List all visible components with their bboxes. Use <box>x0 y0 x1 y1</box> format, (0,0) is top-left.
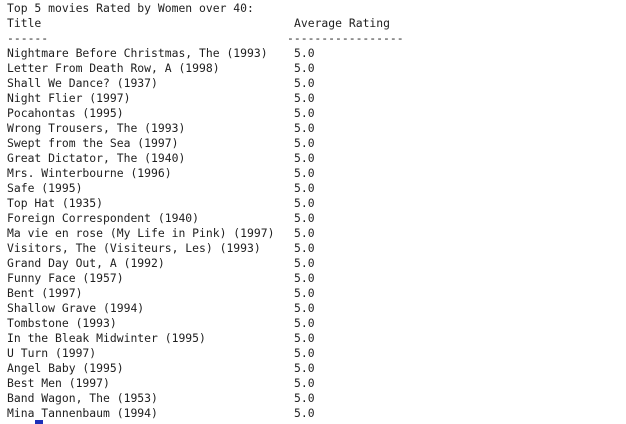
row-rating: 5.0 <box>294 76 315 90</box>
row-title: Grand Day Out, A (1992) <box>7 256 165 270</box>
row-rating: 5.0 <box>294 391 315 405</box>
row-title: Swept from the Sea (1997) <box>7 136 179 150</box>
text-cursor <box>35 420 43 424</box>
row-title: Nightmare Before Christmas, The (1993) <box>7 46 268 60</box>
row-title: Angel Baby (1995) <box>7 361 124 375</box>
row-rating: 5.0 <box>294 406 315 420</box>
row-rating: 5.0 <box>294 271 315 285</box>
row-title: Visitors, The (Visiteurs, Les) (1993) <box>7 241 261 255</box>
row-title: Mina Tannenbaum (1994) <box>7 406 158 420</box>
row-title: Safe (1995) <box>7 181 83 195</box>
row-rating: 5.0 <box>294 166 315 180</box>
row-title: Tombstone (1993) <box>7 316 117 330</box>
row-rating: 5.0 <box>294 316 315 330</box>
row-title: Great Dictator, The (1940) <box>7 151 186 165</box>
row-title: Shallow Grave (1994) <box>7 301 145 315</box>
row-rating: 5.0 <box>294 181 315 195</box>
row-title: Bent (1997) <box>7 286 83 300</box>
row-title: Best Men (1997) <box>7 376 110 390</box>
row-rating: 5.0 <box>294 211 315 225</box>
row-title: Pocahontas (1995) <box>7 106 124 120</box>
row-rating: 5.0 <box>294 376 315 390</box>
row-rating: 5.0 <box>294 121 315 135</box>
row-title: In the Bleak Midwinter (1995) <box>7 331 206 345</box>
row-title: Shall We Dance? (1937) <box>7 76 158 90</box>
row-rating: 5.0 <box>294 196 315 210</box>
row-rating: 5.0 <box>294 346 315 360</box>
row-title: Letter From Death Row, A (1998) <box>7 61 220 75</box>
row-rating: 5.0 <box>294 226 315 240</box>
row-rating: 5.0 <box>294 61 315 75</box>
column-header-rating: Average Rating <box>294 16 391 30</box>
column-header-title: Title <box>7 16 42 30</box>
row-title: Wrong Trousers, The (1993) <box>7 121 186 135</box>
row-title: Funny Face (1957) <box>7 271 124 285</box>
row-title: Mrs. Winterbourne (1996) <box>7 166 172 180</box>
row-title: Band Wagon, The (1953) <box>7 391 158 405</box>
row-rating: 5.0 <box>294 286 315 300</box>
row-title: U Turn (1997) <box>7 346 97 360</box>
row-title: Foreign Correspondent (1940) <box>7 211 200 225</box>
row-rating: 5.0 <box>294 106 315 120</box>
rating-underline: ----------------- <box>287 31 404 45</box>
row-rating: 5.0 <box>294 91 315 105</box>
title-underline: ------ <box>7 31 49 45</box>
row-rating: 5.0 <box>294 151 315 165</box>
row-rating: 5.0 <box>294 361 315 375</box>
row-title: Ma vie en rose (My Life in Pink) (1997) <box>7 226 275 240</box>
row-rating: 5.0 <box>294 256 315 270</box>
row-rating: 5.0 <box>294 46 315 60</box>
row-rating: 5.0 <box>294 331 315 345</box>
row-rating: 5.0 <box>294 241 315 255</box>
row-rating: 5.0 <box>294 301 315 315</box>
row-rating: 5.0 <box>294 136 315 150</box>
row-title: Night Flier (1997) <box>7 91 131 105</box>
output-heading: Top 5 movies Rated by Women over 40: <box>7 1 254 15</box>
row-title: Top Hat (1935) <box>7 196 104 210</box>
